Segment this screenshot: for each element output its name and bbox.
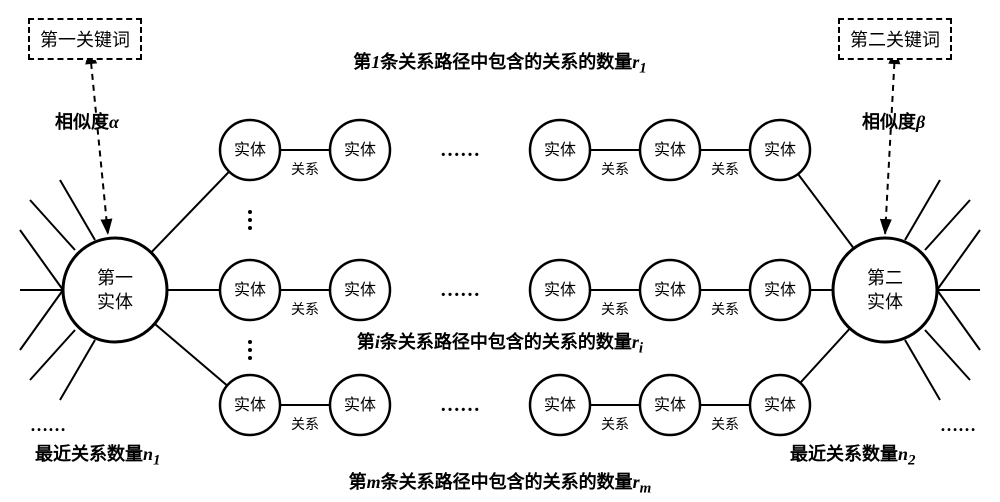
- svg-text:关系: 关系: [601, 162, 629, 178]
- path-desc-top: 第1条关系路径中包含的关系的数量r1: [300, 48, 700, 78]
- svg-text:关系: 关系: [291, 302, 319, 318]
- similarity-beta: 相似度β: [862, 108, 925, 134]
- svg-text:关系: 关系: [711, 162, 739, 178]
- svg-text:实体: 实体: [234, 281, 266, 299]
- svg-text:关系: 关系: [601, 417, 629, 433]
- svg-text:……: ……: [440, 394, 480, 416]
- keyword-left: 第一关键词: [28, 18, 142, 60]
- svg-text:关系: 关系: [291, 162, 319, 178]
- path-desc-mid: 第i条关系路径中包含的关系的数量ri: [300, 328, 700, 358]
- svg-text:实体: 实体: [234, 141, 266, 159]
- svg-text:关系: 关系: [601, 302, 629, 318]
- svg-text:……: ……: [440, 139, 480, 161]
- svg-text:实体: 实体: [764, 141, 796, 159]
- svg-text:第一: 第一: [97, 268, 133, 288]
- svg-text:实体: 实体: [234, 396, 266, 414]
- svg-text:实体: 实体: [544, 141, 576, 159]
- svg-text:实体: 实体: [344, 281, 376, 299]
- svg-text:实体: 实体: [654, 281, 686, 299]
- similarity-alpha: 相似度α: [55, 108, 119, 134]
- spoke-ellipsis-right: ……: [940, 415, 976, 436]
- svg-text:实体: 实体: [764, 281, 796, 299]
- svg-text:……: ……: [440, 279, 480, 301]
- path-desc-bot: 第m条关系路径中包含的关系的数量rm: [300, 468, 700, 498]
- nearest-left: 最近关系数量n1: [35, 440, 161, 470]
- svg-text:实体: 实体: [97, 292, 133, 312]
- svg-text:实体: 实体: [867, 292, 903, 312]
- spoke-ellipsis-left: ……: [30, 415, 66, 436]
- svg-text:实体: 实体: [344, 396, 376, 414]
- svg-text:关系: 关系: [711, 302, 739, 318]
- svg-text:实体: 实体: [544, 281, 576, 299]
- svg-text:实体: 实体: [544, 396, 576, 414]
- svg-text:关系: 关系: [291, 417, 319, 433]
- keyword-right: 第二关键词: [838, 18, 952, 60]
- svg-text:实体: 实体: [654, 141, 686, 159]
- nearest-right: 最近关系数量n2: [790, 440, 916, 470]
- svg-text:实体: 实体: [764, 396, 796, 414]
- svg-text:实体: 实体: [654, 396, 686, 414]
- svg-text:实体: 实体: [344, 141, 376, 159]
- svg-text:第二: 第二: [867, 268, 903, 288]
- svg-text:关系: 关系: [711, 417, 739, 433]
